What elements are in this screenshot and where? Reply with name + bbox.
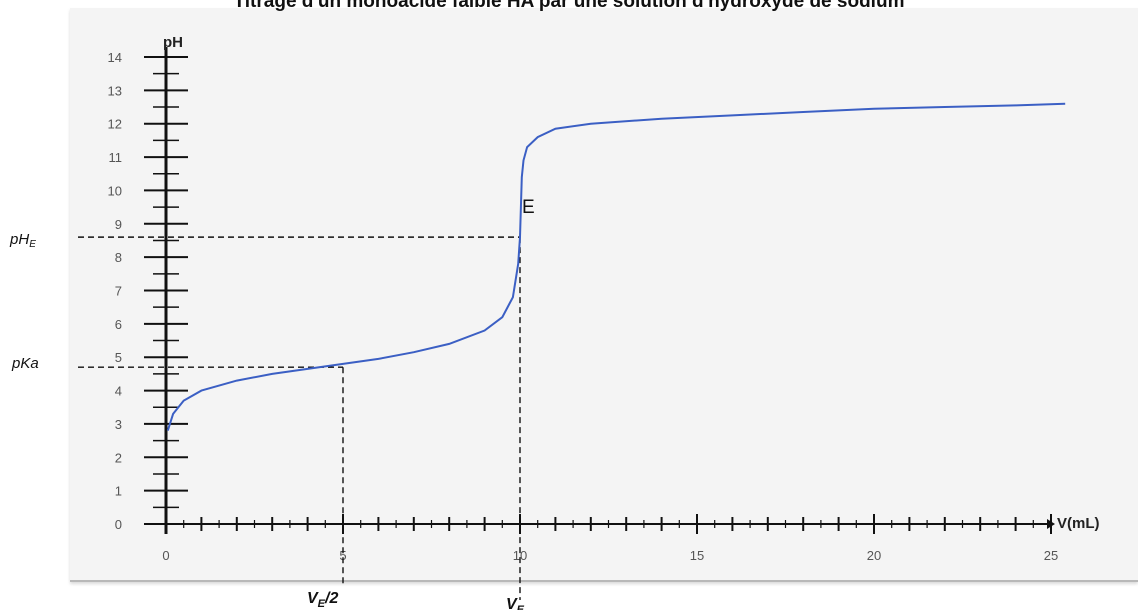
x-tick-label: 5 (339, 548, 346, 563)
y-axis-label: pH (163, 34, 183, 51)
x-axis-label: V(mL) (1057, 515, 1100, 532)
y-tick-label: 0 (115, 517, 122, 532)
pKa-label: pKa (11, 355, 39, 372)
chart-title: Titrage d'un monoacide faible HA par une… (233, 0, 905, 12)
y-tick-label: 5 (115, 350, 122, 365)
VE-label: VE (506, 596, 525, 610)
x-tick-label: 10 (513, 548, 527, 563)
guide-lines (78, 236, 521, 600)
series-line-titration (166, 102, 1066, 431)
VE-half-suffix: /2 (324, 590, 338, 607)
y-tick-label: 11 (109, 150, 123, 165)
x-tick-label: 25 (1044, 548, 1058, 563)
x-axis-arrow (1047, 519, 1055, 529)
y-tick-label: 9 (115, 217, 122, 232)
chart-panel (70, 8, 1138, 582)
VE-half-main: V (307, 590, 319, 607)
pHE-label: pHE (9, 231, 36, 250)
VE-half-sub: E (318, 598, 326, 610)
x-tick-label: 20 (867, 548, 881, 563)
y-tick-label: 4 (115, 384, 122, 399)
VE-half-label: VE/2 (307, 590, 338, 610)
y-tick-label: 14 (108, 50, 122, 65)
x-tick-label: 0 (162, 548, 169, 563)
y-tick-label: 12 (108, 117, 122, 132)
VE-sub: E (517, 604, 525, 610)
y-tick-label: 7 (115, 284, 122, 299)
VE-main: V (506, 596, 518, 610)
y-tick-label: 13 (108, 83, 122, 98)
equivalence-point-label: E (522, 197, 535, 218)
pHE-label-sub: E (29, 239, 36, 250)
y-tick-label: 10 (108, 183, 122, 198)
y-tick-label: 2 (115, 450, 122, 465)
y-tick-label: 8 (115, 250, 122, 265)
y-tick-label: 1 (115, 484, 122, 499)
y-tick-label: 6 (115, 317, 122, 332)
pHE-label-main: pH (9, 231, 29, 248)
x-tick-label: 15 (690, 548, 704, 563)
y-tick-label: 3 (115, 417, 122, 432)
